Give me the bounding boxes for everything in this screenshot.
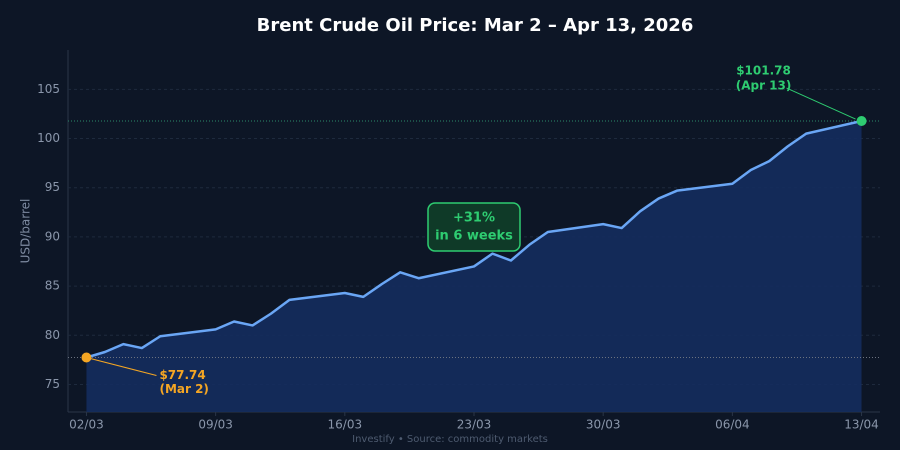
source: Investify • Source: commodity markets bbox=[352, 434, 548, 445]
x-tick-label: 16/03 bbox=[328, 418, 363, 432]
start-point bbox=[81, 352, 92, 363]
x-tick-label: 23/03 bbox=[457, 418, 492, 432]
x-tick-label: 02/03 bbox=[69, 418, 104, 432]
annotation-arrow bbox=[86, 357, 157, 376]
x-tick-label: 09/03 bbox=[198, 418, 233, 432]
annotation: $101.78 bbox=[736, 64, 791, 78]
y-tick-label: 100 bbox=[37, 131, 60, 145]
x-tick-label: 13/04 bbox=[844, 418, 879, 432]
end-point bbox=[856, 116, 867, 127]
callout-box bbox=[427, 202, 521, 252]
y-tick-label: 75 bbox=[45, 377, 60, 391]
annotation: $77.74 bbox=[159, 368, 205, 382]
x-tick-label: 30/03 bbox=[586, 418, 621, 432]
y-tick-label: 95 bbox=[45, 180, 60, 194]
annotation: (Apr 13) bbox=[736, 79, 792, 93]
annotation-arrow bbox=[786, 87, 856, 120]
annotation: (Mar 2) bbox=[159, 382, 208, 396]
callout-text: in 6 weeks bbox=[435, 229, 513, 244]
y-tick-label: 105 bbox=[37, 82, 60, 96]
y-tick-label: 90 bbox=[45, 229, 60, 243]
y-tick-label: 80 bbox=[45, 328, 60, 342]
y-tick-label: 85 bbox=[45, 279, 60, 293]
line bbox=[86, 119, 862, 359]
callout-text: +31% bbox=[453, 211, 495, 226]
x-tick-label: 06/04 bbox=[715, 418, 750, 432]
chart-title: Brent Crude Oil Price: Mar 2 – Apr 13, 2… bbox=[257, 15, 694, 36]
y-axis-label: USD/barrel bbox=[19, 199, 33, 264]
